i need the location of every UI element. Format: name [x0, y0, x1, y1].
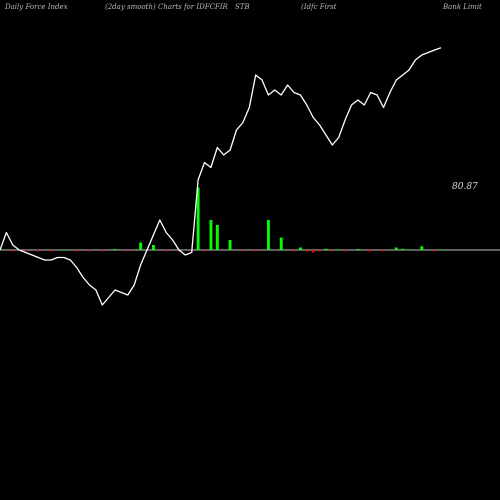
force-bar [356, 249, 360, 250]
force-bar [394, 247, 398, 250]
force-bar [62, 249, 66, 251]
force-bar [267, 220, 270, 250]
force-bar [324, 248, 328, 251]
negative-tick [369, 250, 372, 252]
force-bar [113, 249, 117, 250]
force-bar [299, 247, 302, 250]
force-bar [209, 220, 213, 250]
negative-tick [24, 250, 27, 252]
negative-tick [318, 250, 321, 252]
negative-tick [126, 250, 129, 252]
negative-tick [241, 250, 244, 252]
force-bar [196, 187, 200, 250]
chart-title-part-3: STB [235, 3, 250, 11]
negative-tick [344, 250, 347, 252]
negative-tick [50, 250, 53, 252]
force-bar [311, 250, 315, 253]
force-bar [228, 240, 232, 250]
negative-tick [254, 250, 257, 252]
force-bar [337, 249, 341, 251]
force-bar [439, 249, 443, 251]
last-value-label: 80.87 [452, 182, 478, 192]
negative-tick [203, 250, 206, 252]
chart-title-part-5: Bank Limit [443, 3, 482, 11]
force-index-line [0, 47, 442, 306]
negative-tick [305, 250, 308, 252]
force-bar [139, 242, 143, 250]
negative-tick [293, 250, 295, 252]
chart-title-part-1: Daily Force Index [5, 3, 68, 11]
negative-tick [165, 250, 168, 252]
force-bar [215, 225, 219, 250]
force-index-bars [0, 187, 443, 253]
negative-ticks [11, 250, 436, 252]
negative-tick [75, 250, 78, 252]
negative-tick [382, 250, 385, 252]
negative-tick [331, 250, 334, 252]
negative-tick [433, 250, 436, 252]
negative-tick [88, 250, 91, 252]
negative-tick [11, 250, 14, 252]
force-bar [407, 249, 411, 251]
negative-tick [101, 250, 104, 252]
negative-tick [37, 250, 40, 252]
chart-title-part-4: (Idfc First [301, 3, 337, 11]
force-bar [401, 248, 405, 251]
force-bar [279, 237, 283, 250]
force-bar [420, 246, 424, 251]
chart-title-part-2: (2day smooth) Charts for IDFCFIR [105, 3, 228, 11]
force-bar [152, 245, 155, 250]
